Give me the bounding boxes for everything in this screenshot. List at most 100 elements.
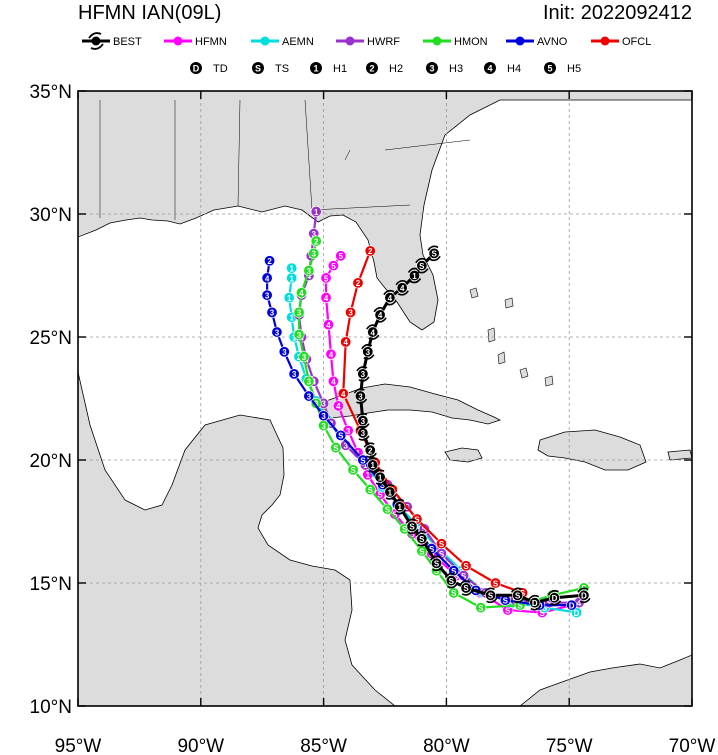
intensity-marker [271,326,283,338]
track-point: 3 [356,366,370,382]
intensity-marker [308,247,320,259]
intensity-legend-td: D TD [190,62,228,75]
intensity-marker [384,292,396,304]
intensity-legend-label: H2 [389,63,403,75]
intensity-code: 1 [363,461,368,470]
track-point: 2 [310,235,322,247]
legend-label: BEST [113,36,142,48]
axes: 95°W 90°W 85°W 80°W 75°W 70°W 10°N 15°N 20°N 25°N… [30,82,716,755]
track-point: 3 [318,420,330,432]
track-point: D [566,599,578,611]
intensity-icon-code: 4 [487,64,492,74]
track-point: 4 [332,400,344,412]
plot-frame [77,90,693,707]
intensity-legend-ts: S TS [252,62,289,75]
intensity-code: S [478,604,484,613]
hurricane-symbol-icon [91,36,101,46]
intensity-code: D [552,594,558,603]
intensity-legend-h5: 5 H5 [544,62,581,75]
intensity-marker [374,471,386,483]
intensity-marker [364,444,376,456]
intensity-code: S [419,547,425,556]
track-point: 3 [298,351,310,363]
track-point: S [459,580,473,596]
intensity-code: 3 [297,309,302,318]
intensity-marker [357,415,369,427]
intensity-marker [384,486,396,498]
intensity-code: S [547,599,553,608]
intensity-marker [327,375,339,387]
intensity-code: 4 [326,321,331,330]
hurricane-tail [417,541,429,547]
hurricane-tail [427,245,439,251]
intensity-legend-label: TS [275,63,289,75]
intensity-code: S [463,584,469,593]
track-point: 4 [366,324,380,340]
hurricane-tail [356,398,368,404]
intensity-marker [335,429,347,441]
intensity-code: 4 [324,294,329,303]
intensity-code: S [463,562,469,571]
track-point: 3 [303,265,315,277]
legend-dot [260,36,270,46]
intensity-code: 3 [348,309,353,318]
hurricane-tail [365,452,377,458]
intensity-code: 3 [265,291,270,300]
intensity-code: D [569,601,575,610]
intensity-marker [445,575,457,587]
intensity-code: S [488,592,494,601]
track-point: D [528,594,542,611]
hurricane-tail [385,494,397,500]
state-borders [99,99,471,220]
hurricane-tail [373,469,385,475]
intensity-code: D [581,592,587,601]
intensity-code: D [532,599,538,608]
intensity-icon [484,62,496,74]
intensity-marker [325,348,337,360]
track-point: 3 [278,346,290,358]
track-point: 3 [266,306,278,318]
hurricane-tail [368,334,380,340]
intensity-code: 4 [331,378,336,387]
intensity-code: 4 [577,599,582,608]
track-point: 1 [383,484,397,500]
track-point: 1 [310,206,322,218]
hurricane-tail [410,278,422,284]
hurricane-tail [461,590,473,596]
intensity-legend-label: H1 [333,63,347,75]
intensity-code: 4 [341,390,346,399]
intensity-code: 3 [346,427,351,436]
track-point: 1 [407,267,422,284]
intensity-marker [548,592,560,604]
intensity-legend-label: H3 [449,63,463,75]
intensity-icon [310,62,322,74]
legend-label: OFCL [622,36,651,48]
intensity-code: 4 [378,311,383,320]
track-point: S [427,245,441,262]
legend-dot [173,36,183,46]
intensity-code: S [449,577,455,586]
intensity-marker [512,589,524,601]
track-point: 5 [327,260,339,272]
hurricane-tail [385,300,397,306]
hurricane-tail [528,594,540,601]
intensity-code: S [515,592,521,601]
intensity-marker [337,388,349,400]
intensity-code: S [377,491,383,500]
intensity-legend-h2: 2 H2 [366,62,403,75]
intensity-icon [544,62,556,74]
intensity-marker [529,597,541,609]
intensity-code: 4 [336,402,341,411]
track-point: 3 [318,410,330,422]
intensity-marker [261,272,273,284]
intensity-code: 3 [343,442,348,451]
track-point: 1 [393,498,407,515]
intensity-code: S [409,523,415,532]
hurricane-tail [363,442,375,448]
intensity-code: 3 [297,331,302,340]
intensity-marker [431,557,443,569]
intensity-marker [298,351,310,363]
intensity-code: 3 [321,422,326,431]
intensity-marker [367,326,379,338]
intensity-code: S [439,540,445,549]
